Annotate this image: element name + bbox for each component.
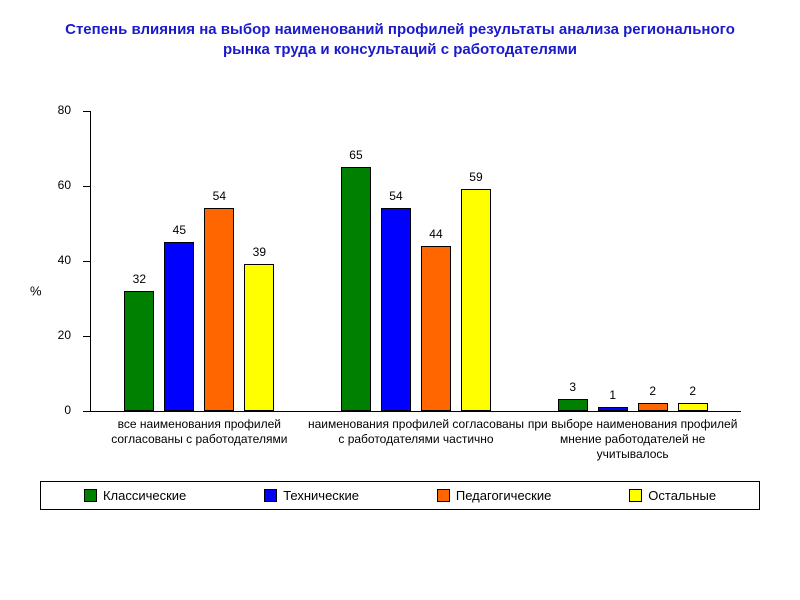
- bar-value-label: 39: [253, 245, 266, 259]
- bar-value-label: 65: [349, 148, 362, 162]
- y-tick-label: 20: [58, 328, 71, 342]
- chart-container: % 02040608032455439все наименования проф…: [40, 101, 760, 481]
- bar-value-label: 44: [429, 227, 442, 241]
- legend-label: Классические: [103, 488, 186, 503]
- bar: 59: [461, 189, 491, 410]
- bar: 3: [558, 399, 588, 410]
- bar: 32: [124, 291, 154, 411]
- bar-value-label: 2: [649, 384, 656, 398]
- category-group: 65544459наименования профилей согласован…: [308, 111, 525, 411]
- legend-item: Педагогические: [437, 488, 551, 503]
- bar-value-label: 54: [389, 189, 402, 203]
- y-tick-label: 60: [58, 178, 71, 192]
- bar: 54: [204, 208, 234, 411]
- bar: 39: [244, 264, 274, 410]
- bar: 44: [421, 246, 451, 411]
- chart-title: Степень влияния на выбор наименований пр…: [0, 0, 800, 71]
- legend-label: Остальные: [648, 488, 716, 503]
- bar: 45: [164, 242, 194, 411]
- x-category-label: все наименования профилей согласованы с …: [91, 411, 308, 447]
- bar-value-label: 3: [569, 380, 576, 394]
- legend-label: Педагогические: [456, 488, 551, 503]
- y-tick-label: 40: [58, 253, 71, 267]
- bar-value-label: 45: [173, 223, 186, 237]
- bar: 2: [678, 403, 708, 411]
- bar-value-label: 54: [213, 189, 226, 203]
- legend-item: Технические: [264, 488, 359, 503]
- legend-item: Классические: [84, 488, 186, 503]
- bar-value-label: 2: [689, 384, 696, 398]
- bar-value-label: 1: [609, 388, 616, 402]
- plot-area: 02040608032455439все наименования профил…: [90, 111, 741, 412]
- bar-value-label: 32: [133, 272, 146, 286]
- legend-swatch: [629, 489, 642, 502]
- legend-label: Технические: [283, 488, 359, 503]
- bar: 54: [381, 208, 411, 411]
- bar-value-label: 59: [469, 170, 482, 184]
- y-axis-label: %: [30, 283, 42, 298]
- y-tick-label: 0: [64, 403, 71, 417]
- x-category-label: наименования профилей согласованы с рабо…: [308, 411, 525, 447]
- legend-swatch: [264, 489, 277, 502]
- legend-swatch: [437, 489, 450, 502]
- legend-swatch: [84, 489, 97, 502]
- x-category-label: при выборе наименования профилей мнение …: [524, 411, 741, 462]
- bar: 2: [638, 403, 668, 411]
- category-group: 3122при выборе наименования профилей мне…: [524, 111, 741, 411]
- legend-item: Остальные: [629, 488, 716, 503]
- y-tick-label: 80: [58, 103, 71, 117]
- category-group: 32455439все наименования профилей соглас…: [91, 111, 308, 411]
- bar: 65: [341, 167, 371, 411]
- legend: Классические Технические Педагогические Ост…: [40, 481, 760, 510]
